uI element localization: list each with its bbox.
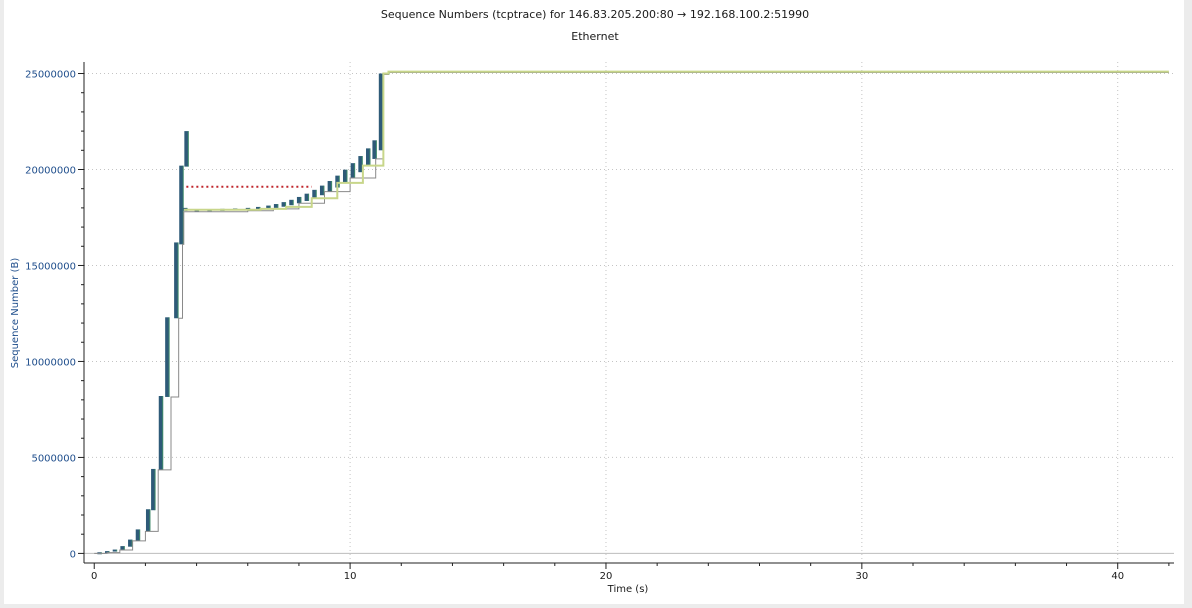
- segment-mark: [342, 169, 347, 183]
- segment-mark: [319, 185, 324, 196]
- chart-subtitle: Ethernet: [571, 30, 619, 43]
- segment-mark: [174, 242, 179, 319]
- y-tick-label: 25000000: [25, 70, 76, 81]
- segment-mark: [165, 317, 170, 397]
- segment-mark: [158, 396, 163, 470]
- segment-mark: [128, 539, 133, 547]
- segment-mark: [312, 189, 317, 199]
- segment-mark: [350, 163, 355, 178]
- segment-mark: [145, 509, 150, 532]
- rwin-line: [183, 70, 1169, 211]
- y-tick-label: 15000000: [25, 261, 76, 272]
- x-tick-label: 0: [91, 571, 97, 582]
- x-tick-label: 40: [1111, 571, 1124, 582]
- segment-mark: [358, 156, 363, 173]
- segment-mark: [327, 181, 332, 192]
- segment-mark: [296, 196, 301, 204]
- segment-mark: [255, 206, 260, 210]
- ack-line: [94, 72, 1169, 554]
- series-area: [94, 70, 1169, 555]
- segment-mark: [151, 468, 156, 511]
- segment-mark: [366, 148, 371, 167]
- segment-mark: [335, 175, 340, 188]
- segment-mark: [135, 529, 140, 541]
- chart-title: Sequence Numbers (tcptrace) for 146.83.2…: [381, 8, 809, 21]
- segment-mark: [105, 551, 110, 554]
- segment-mark: [304, 193, 309, 201]
- sequence-chart[interactable]: Sequence Numbers (tcptrace) for 146.83.2…: [4, 0, 1184, 604]
- grid: [84, 62, 1174, 563]
- segment-mark: [112, 549, 117, 552]
- x-tick-label: 20: [600, 571, 613, 582]
- segment-mark: [378, 73, 383, 151]
- x-axis-label: Time (s): [607, 584, 649, 595]
- y-tick-label: 0: [70, 549, 76, 560]
- segment-mark: [266, 205, 271, 209]
- y-tick-label: 10000000: [25, 357, 76, 368]
- segment-mark: [184, 131, 189, 167]
- axes: 0 10 20 30 40 0 5000000 10000000 15000000 2000000…: [25, 62, 1174, 582]
- segment-mark: [120, 546, 125, 550]
- segment-mark: [273, 204, 278, 208]
- graph-area[interactable]: Sequence Numbers (tcptrace) for 146.83.2…: [4, 0, 1184, 604]
- segment-mark: [289, 199, 294, 206]
- y-axis-label: Sequence Number (B): [10, 258, 21, 369]
- segment-mark: [281, 202, 286, 207]
- x-tick-label: 30: [855, 571, 868, 582]
- y-tick-label: 5000000: [31, 453, 76, 464]
- segment-mark: [179, 165, 184, 245]
- segment-mark: [372, 140, 377, 159]
- y-tick-label: 20000000: [25, 165, 76, 176]
- x-tick-label: 10: [344, 571, 357, 582]
